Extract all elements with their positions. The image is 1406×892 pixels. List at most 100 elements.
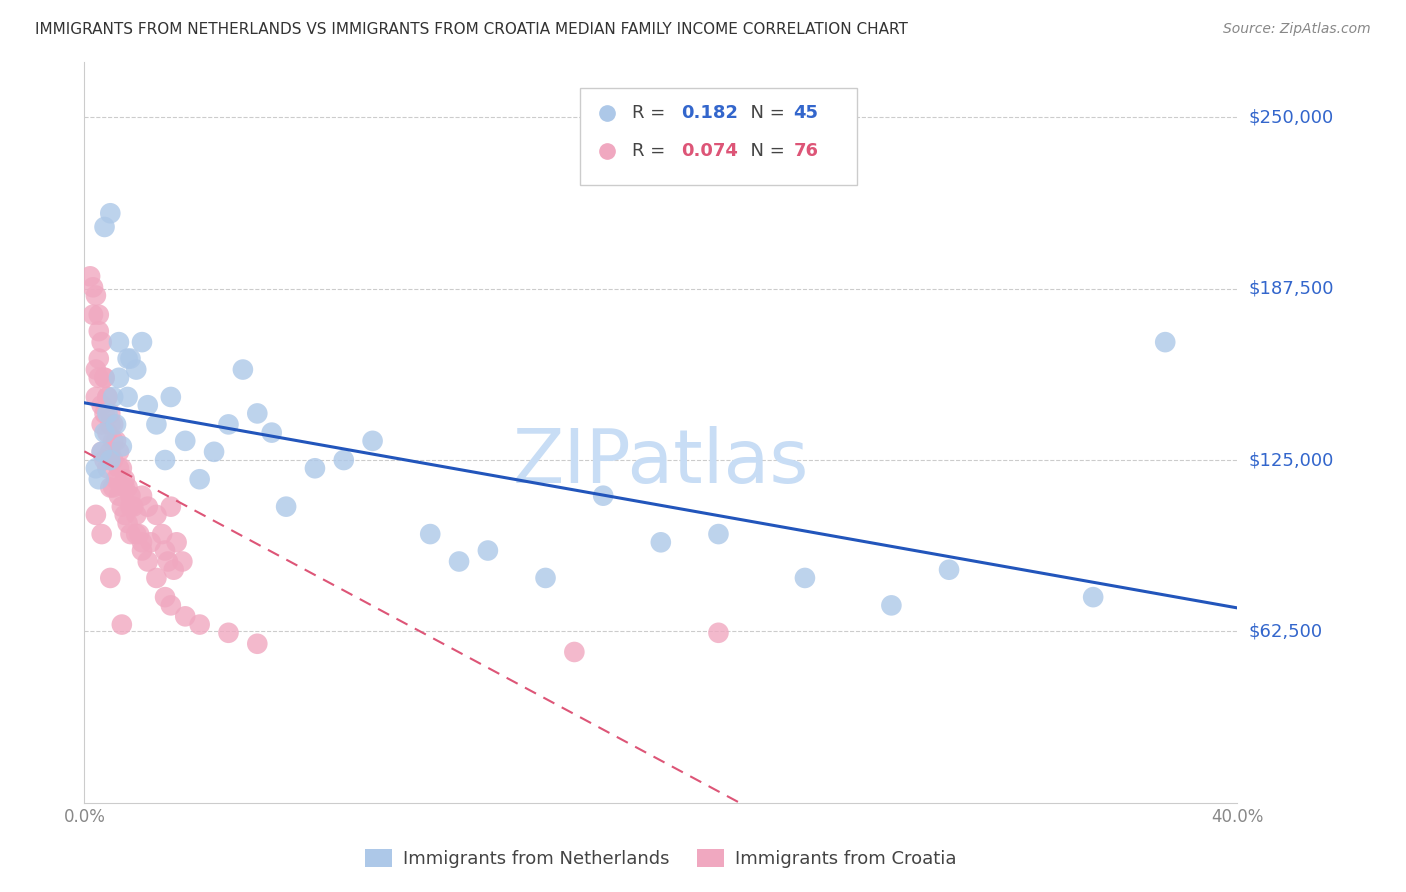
Text: 0.182: 0.182	[682, 103, 738, 122]
Point	[136, 500, 159, 514]
Point	[125, 527, 148, 541]
Point	[188, 617, 211, 632]
Point	[246, 637, 269, 651]
Point	[90, 398, 112, 412]
Point	[218, 417, 240, 432]
Point	[650, 535, 672, 549]
Point	[87, 371, 110, 385]
Point	[79, 269, 101, 284]
Point	[103, 480, 124, 494]
Point	[188, 472, 211, 486]
Point	[98, 417, 121, 432]
Point	[114, 472, 136, 486]
Point	[125, 362, 148, 376]
Point	[564, 645, 586, 659]
Point	[120, 489, 142, 503]
Text: Source: ZipAtlas.com: Source: ZipAtlas.com	[1223, 22, 1371, 37]
Point	[87, 351, 110, 366]
Point	[120, 500, 142, 514]
Point	[96, 425, 118, 440]
Point	[166, 535, 188, 549]
Point	[1083, 590, 1105, 604]
Point	[105, 472, 128, 486]
Point	[93, 371, 115, 385]
Point	[87, 324, 110, 338]
Point	[125, 508, 148, 522]
Point	[98, 571, 121, 585]
Point	[333, 453, 356, 467]
Point	[103, 390, 124, 404]
Text: R =: R =	[633, 103, 671, 122]
Point	[84, 508, 107, 522]
Text: IMMIGRANTS FROM NETHERLANDS VS IMMIGRANTS FROM CROATIA MEDIAN FAMILY INCOME CORR: IMMIGRANTS FROM NETHERLANDS VS IMMIGRANT…	[35, 22, 908, 37]
Point	[108, 461, 131, 475]
Point	[105, 434, 128, 448]
Point	[145, 417, 167, 432]
Point	[98, 445, 121, 459]
Point	[84, 461, 107, 475]
Point	[90, 527, 112, 541]
Point	[117, 390, 139, 404]
Point	[84, 390, 107, 404]
Point	[108, 445, 131, 459]
Point	[103, 417, 124, 432]
Text: ZIPatlas: ZIPatlas	[513, 425, 808, 499]
Point	[108, 335, 131, 350]
Text: 0.074: 0.074	[682, 143, 738, 161]
Point	[87, 472, 110, 486]
Point	[938, 563, 960, 577]
Point	[880, 599, 903, 613]
Text: $187,500: $187,500	[1249, 280, 1334, 298]
Point	[304, 461, 326, 475]
Point	[174, 434, 197, 448]
Point	[96, 390, 118, 404]
Point	[794, 571, 817, 585]
Point	[145, 508, 167, 522]
Text: $125,000: $125,000	[1249, 451, 1334, 469]
Point	[592, 489, 614, 503]
Point	[90, 417, 112, 432]
Point	[276, 500, 298, 514]
Point	[707, 625, 730, 640]
Point	[103, 453, 124, 467]
Point	[145, 571, 167, 585]
Point	[136, 554, 159, 568]
Point	[82, 280, 104, 294]
Point	[260, 425, 283, 440]
Point	[361, 434, 384, 448]
Point	[150, 527, 173, 541]
Point	[477, 543, 499, 558]
Point	[707, 527, 730, 541]
Text: $250,000: $250,000	[1249, 108, 1334, 127]
Point	[156, 554, 179, 568]
Point	[93, 406, 115, 420]
Point	[139, 535, 162, 549]
Point	[449, 554, 471, 568]
Point	[82, 308, 104, 322]
Point	[174, 609, 197, 624]
Point	[120, 351, 142, 366]
Point	[98, 406, 121, 420]
Point	[160, 390, 183, 404]
FancyBboxPatch shape	[581, 88, 856, 185]
Point	[111, 439, 134, 453]
Point	[93, 371, 115, 385]
Text: $62,500: $62,500	[1249, 623, 1323, 640]
Point	[84, 362, 107, 376]
Point	[93, 219, 115, 234]
Point	[136, 398, 159, 412]
Point	[153, 453, 176, 467]
Point	[218, 625, 240, 640]
Point	[114, 508, 136, 522]
Point	[153, 543, 176, 558]
Point	[117, 516, 139, 530]
Point	[84, 288, 107, 302]
Point	[93, 425, 115, 440]
Point	[153, 590, 176, 604]
Text: R =: R =	[633, 143, 671, 161]
Point	[246, 406, 269, 420]
Point	[98, 480, 121, 494]
Point	[93, 453, 115, 467]
Text: N =: N =	[740, 143, 790, 161]
Point	[131, 489, 153, 503]
